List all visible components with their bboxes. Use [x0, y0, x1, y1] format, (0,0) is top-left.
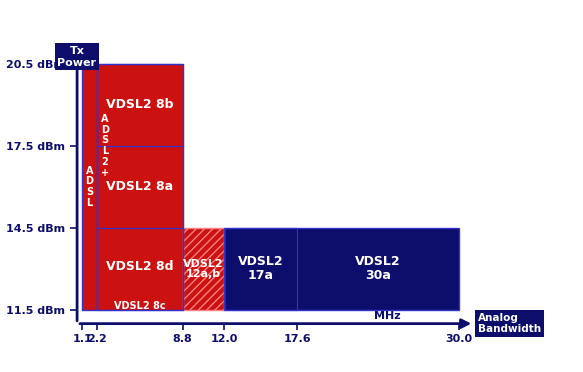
Bar — [297, 228, 459, 310]
Text: Tx
Power: Tx Power — [57, 46, 96, 68]
Bar — [97, 146, 182, 228]
Bar — [97, 64, 182, 146]
Text: A
D
S
L
2
+: A D S L 2 + — [101, 114, 109, 178]
Bar — [224, 228, 297, 310]
Text: VDSL2 8a: VDSL2 8a — [106, 180, 173, 193]
Bar — [97, 64, 182, 228]
Bar — [97, 64, 182, 146]
Bar — [97, 146, 182, 228]
Bar — [97, 228, 182, 301]
Bar — [97, 301, 182, 310]
Text: VDSL2
12a,b: VDSL2 12a,b — [183, 259, 224, 279]
Bar — [182, 228, 224, 310]
Bar — [82, 64, 97, 310]
Bar — [97, 228, 182, 310]
Text: VDSL2
17a: VDSL2 17a — [238, 256, 283, 282]
Text: VDSL2
30a: VDSL2 30a — [355, 256, 401, 282]
Text: VDSL2 8b: VDSL2 8b — [106, 98, 173, 111]
Bar — [97, 64, 182, 310]
Text: MHz: MHz — [374, 311, 401, 321]
Text: VDSL2 8c: VDSL2 8c — [114, 301, 166, 311]
Text: Analog
Bandwidth: Analog Bandwidth — [478, 313, 541, 334]
Text: A
D
S
L: A D S L — [86, 166, 93, 208]
Bar — [224, 228, 297, 310]
Bar — [182, 228, 224, 310]
Text: VDSL2 8d: VDSL2 8d — [106, 260, 173, 273]
Bar — [224, 228, 459, 310]
Bar — [82, 64, 97, 310]
